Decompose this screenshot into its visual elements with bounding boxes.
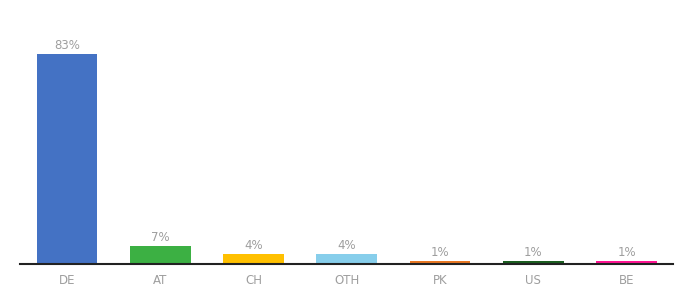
Text: 4%: 4% xyxy=(337,239,356,252)
Text: 1%: 1% xyxy=(524,247,543,260)
Text: 1%: 1% xyxy=(430,247,449,260)
Text: 83%: 83% xyxy=(54,39,80,52)
Bar xyxy=(130,246,190,264)
Bar xyxy=(37,54,97,264)
Bar xyxy=(223,254,284,264)
Text: 1%: 1% xyxy=(617,247,636,260)
Bar xyxy=(316,254,377,264)
Bar xyxy=(503,262,564,264)
Bar xyxy=(596,262,657,264)
Bar xyxy=(410,262,471,264)
Text: 7%: 7% xyxy=(151,231,169,244)
Text: 4%: 4% xyxy=(244,239,263,252)
